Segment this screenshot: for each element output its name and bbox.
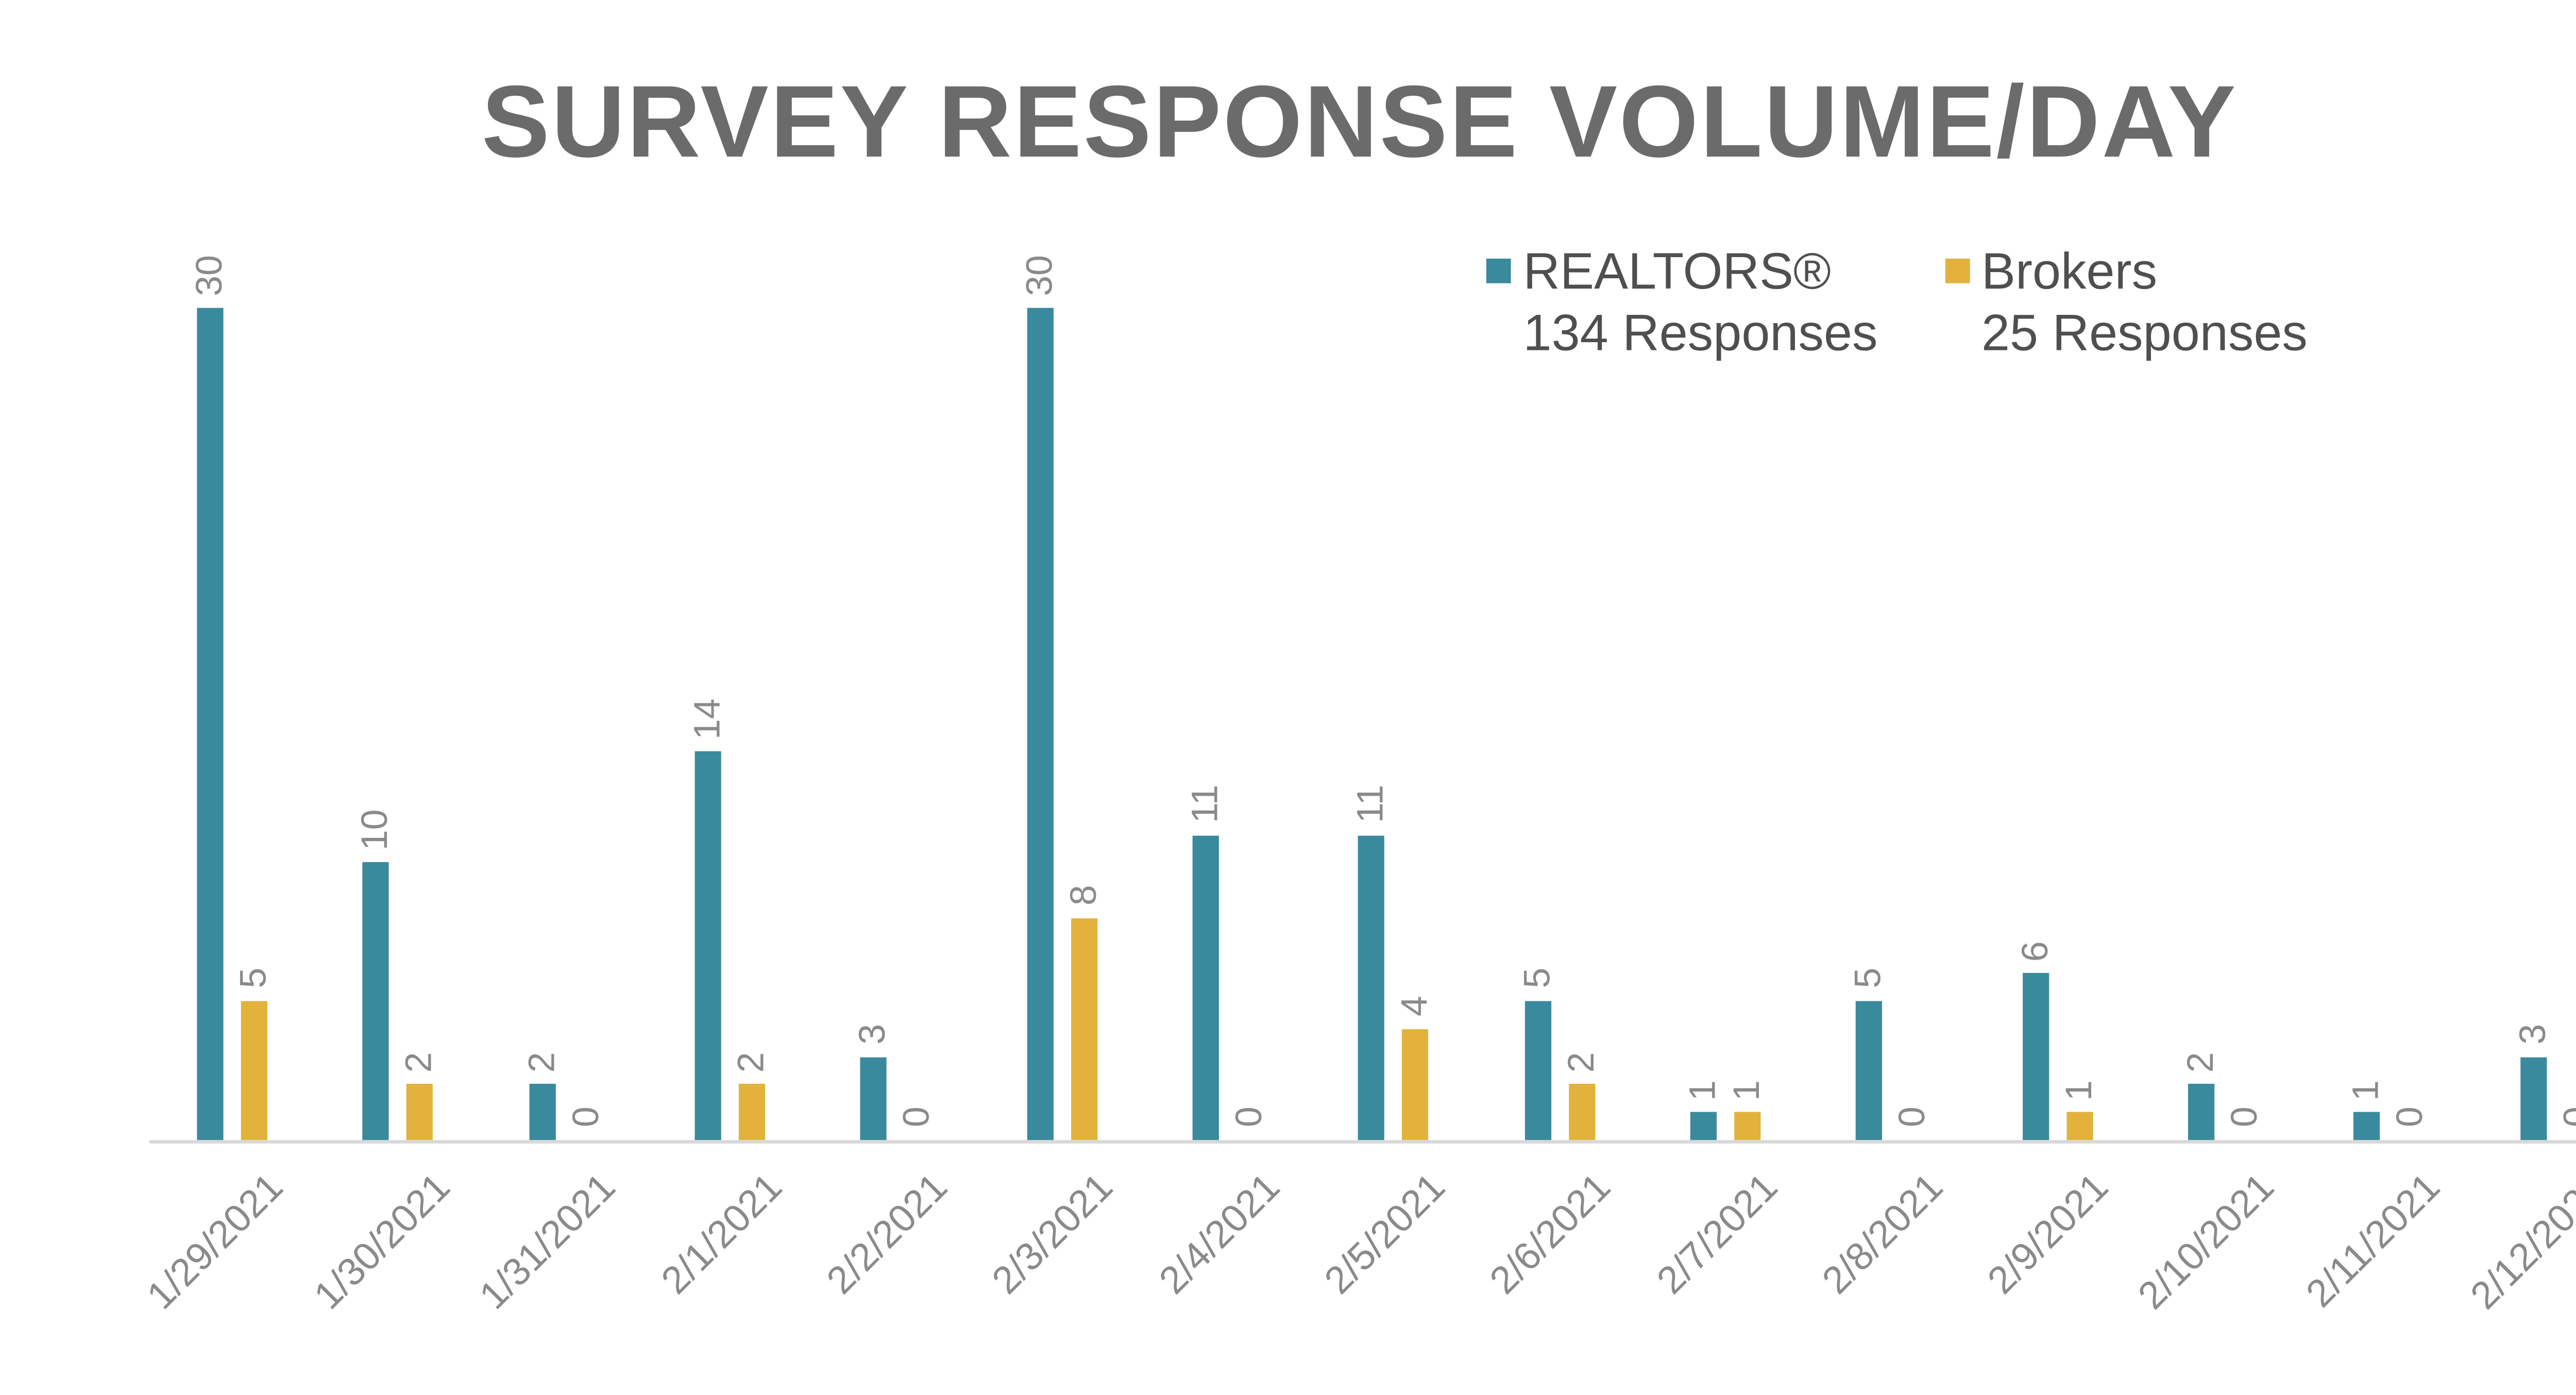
x-axis-label: 2/7/2021 [1647, 1165, 1785, 1303]
realtors-bar [2188, 1084, 2215, 1140]
realtors-value-label: 3 [854, 1024, 894, 1045]
bar-group: 11 0 2/4/2021 [1145, 308, 1311, 1302]
realtors-value-label: 11 [1185, 784, 1227, 823]
x-axis-label: 2/3/2021 [984, 1165, 1122, 1303]
realtors-value-label: 1 [1683, 1079, 1724, 1100]
brokers-value-label: 2 [732, 1051, 773, 1072]
legend-swatch-realtors [1486, 258, 1511, 283]
brokers-value-label: 2 [400, 1051, 441, 1072]
realtors-bar [1690, 1112, 1717, 1140]
realtors-bar [529, 1084, 556, 1140]
bar-group: 3 0 2/12/2021 [2462, 308, 2576, 1318]
legend-item-realtors: REALTORS® 134 Responses [1486, 243, 1878, 366]
x-axis-label: 1/30/2021 [304, 1165, 458, 1318]
realtors-value-label: 14 [688, 698, 728, 739]
x-axis-label: 2/12/2021 [2462, 1165, 2576, 1318]
x-axis-label: 2/9/2021 [1979, 1165, 2117, 1303]
brokers-value-label: 1 [2059, 1079, 2100, 1100]
bar-group: 1 1 2/7/2021 [1643, 308, 1809, 1303]
realtors-bar [1193, 835, 1219, 1140]
x-axis-label: 2/8/2021 [1813, 1165, 1951, 1303]
brokers-value-label: 4 [1395, 996, 1436, 1017]
x-axis-label: 2/2/2021 [818, 1165, 956, 1303]
x-axis-label: 2/10/2021 [2130, 1165, 2283, 1318]
realtors-bar [363, 863, 390, 1140]
realtors-value-label: 30 [1020, 254, 1061, 296]
bar-group: 2 0 2/10/2021 [2130, 308, 2307, 1318]
realtors-bar [1027, 308, 1054, 1140]
brokers-value-label: 0 [1229, 1107, 1270, 1128]
legend-series-name: REALTORS® [1523, 244, 1832, 301]
brokers-bar [241, 1001, 268, 1140]
realtors-bar [1524, 1001, 1551, 1140]
realtors-value-label: 10 [356, 809, 397, 851]
bar-group: 2 0 1/31/2021 [471, 308, 647, 1318]
brokers-value-label: 2 [1561, 1051, 1602, 1072]
brokers-bar [1402, 1029, 1429, 1140]
realtors-bar [2022, 973, 2049, 1140]
realtors-value-label: 3 [2513, 1024, 2554, 1045]
bar-group: 6 1 2/9/2021 [1975, 308, 2141, 1303]
realtors-bar [2520, 1056, 2547, 1140]
bar-group: 3 0 2/2/2021 [813, 308, 979, 1302]
realtors-bar [197, 308, 224, 1140]
brokers-bar [739, 1084, 766, 1140]
realtors-value-label: 5 [1849, 968, 1890, 989]
brokers-value-label: 5 [234, 968, 275, 989]
brokers-bar [1568, 1084, 1595, 1140]
brokers-value-label: 0 [1893, 1107, 1934, 1128]
realtors-bar [695, 751, 722, 1140]
legend-swatch-brokers [1944, 258, 1970, 283]
brokers-bar [2066, 1112, 2093, 1140]
chart-title: SURVEY RESPONSE VOLUME/DAY [481, 65, 2238, 180]
brokers-bar [407, 1084, 434, 1140]
bar-group: 10 2 1/30/2021 [305, 308, 481, 1317]
bar-group: 14 2 2/1/2021 [647, 308, 813, 1302]
legend-series-name: Brokers [1981, 244, 2158, 301]
bar-group: 30 8 2/3/2021 [979, 255, 1145, 1302]
brokers-value-label: 0 [566, 1107, 607, 1128]
legend-series-count: 25 Responses [1981, 306, 2308, 363]
realtors-value-label: 11 [1351, 784, 1393, 823]
realtors-bar [2354, 1112, 2381, 1140]
brokers-value-label: 8 [1063, 885, 1105, 906]
legend-item-brokers: Brokers 25 Responses [1944, 243, 2308, 366]
realtors-value-label: 30 [190, 254, 231, 296]
x-axis-label: 2/4/2021 [1149, 1165, 1287, 1303]
realtors-value-label: 5 [1517, 968, 1558, 989]
realtors-value-label: 1 [2347, 1079, 2388, 1100]
bar-group: 1 0 2/11/2021 [2298, 308, 2472, 1316]
x-axis-label: 2/6/2021 [1481, 1165, 1619, 1303]
legend-label-brokers: Brokers 25 Responses [1981, 243, 2308, 366]
brokers-value-label: 1 [1727, 1079, 1768, 1100]
bar-group: 30 5 1/29/2021 [139, 255, 315, 1318]
brokers-value-label: 0 [897, 1107, 939, 1128]
x-axis-label: 2/11/2021 [2298, 1165, 2449, 1316]
x-axis-label: 2/1/2021 [652, 1165, 790, 1303]
plot-area: 30 5 1/29/2021 10 2 1/30/2021 2 0 1/31/2021 14 2 2/… [139, 255, 2576, 1318]
brokers-value-label: 0 [2225, 1107, 2266, 1128]
bar-group: 5 2 2/6/2021 [1477, 308, 1643, 1302]
bar-group: 5 0 2/8/2021 [1809, 308, 1975, 1302]
realtors-value-label: 2 [522, 1051, 563, 1072]
realtors-value-label: 2 [2181, 1051, 2222, 1072]
x-axis-label: 1/31/2021 [470, 1165, 624, 1318]
realtors-bar [1359, 835, 1385, 1140]
brokers-bar [1071, 918, 1097, 1140]
realtors-bar [1856, 1001, 1883, 1140]
brokers-value-label: 0 [2391, 1107, 2432, 1128]
legend: REALTORS® 134 Responses Brokers 25 Respons… [1486, 243, 2308, 366]
x-axis-label: 1/29/2021 [139, 1165, 292, 1318]
legend-label-realtors: REALTORS® 134 Responses [1523, 243, 1878, 366]
legend-series-count: 134 Responses [1523, 306, 1878, 363]
x-axis-label: 2/5/2021 [1315, 1165, 1453, 1303]
brokers-bar [1734, 1112, 1761, 1140]
realtors-value-label: 6 [2015, 940, 2056, 962]
bar-group: 11 4 2/5/2021 [1311, 308, 1477, 1302]
realtors-bar [861, 1056, 888, 1140]
x-axis-line [149, 1140, 2576, 1144]
brokers-value-label: 0 [2557, 1107, 2576, 1128]
